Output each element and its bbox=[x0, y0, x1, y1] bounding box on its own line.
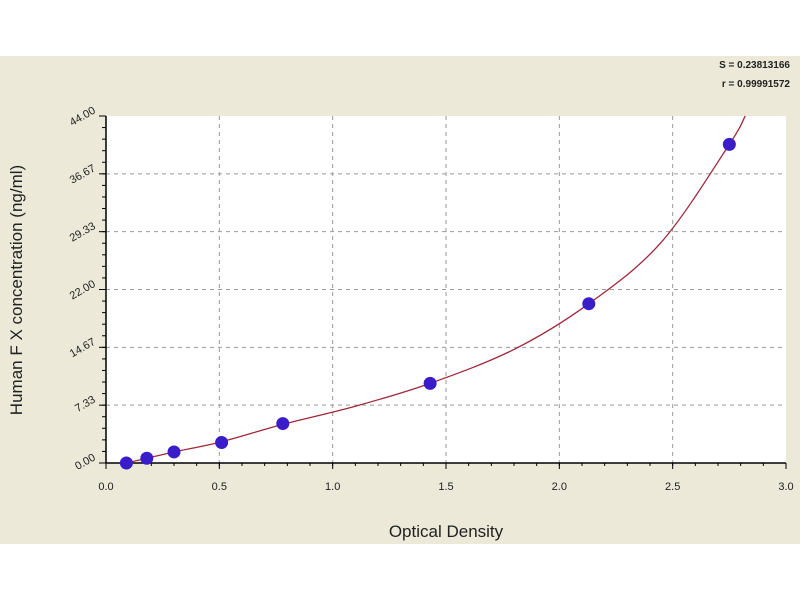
x-tick-label: 2.5 bbox=[665, 481, 680, 493]
data-points bbox=[119, 137, 736, 470]
x-tick-label: 0.5 bbox=[212, 481, 227, 493]
annotation-s: S = 0.23813166 bbox=[719, 60, 790, 71]
data-point bbox=[276, 417, 290, 431]
x-tick-label: 0.0 bbox=[98, 481, 113, 493]
x-tick-label: 3.0 bbox=[778, 481, 793, 493]
data-point bbox=[119, 456, 133, 470]
x-tick-label: 1.0 bbox=[325, 481, 340, 493]
grid bbox=[106, 116, 786, 463]
data-point bbox=[722, 137, 736, 151]
data-point bbox=[423, 376, 437, 390]
data-point bbox=[215, 435, 229, 449]
annotation-r: r = 0.99991572 bbox=[722, 79, 791, 90]
x-tick-labels: 0.0 0.5 1.0 1.5 2.0 2.5 3.0 bbox=[98, 481, 793, 493]
x-tick-label: 2.0 bbox=[552, 481, 567, 493]
y-axis-label: Human F X concentration (ng/ml) bbox=[7, 165, 26, 415]
data-point bbox=[582, 297, 596, 311]
data-point bbox=[167, 445, 181, 459]
x-tick-label: 1.5 bbox=[438, 481, 453, 493]
data-point bbox=[140, 451, 154, 465]
x-axis-label: Optical Density bbox=[389, 522, 504, 541]
axes bbox=[99, 115, 787, 469]
